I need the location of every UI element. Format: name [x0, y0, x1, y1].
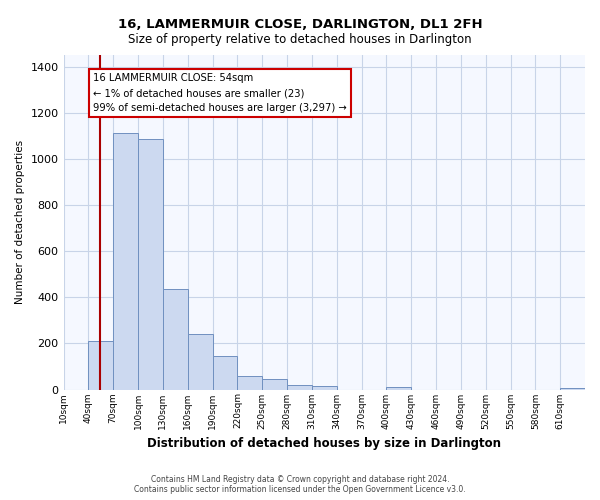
Bar — [312, 386, 337, 390]
Bar — [188, 334, 212, 390]
Y-axis label: Number of detached properties: Number of detached properties — [15, 140, 25, 304]
Text: Contains HM Land Registry data © Crown copyright and database right 2024.
Contai: Contains HM Land Registry data © Crown c… — [134, 474, 466, 494]
Bar — [163, 289, 188, 390]
Bar — [238, 376, 262, 390]
Bar — [560, 388, 585, 390]
Bar — [386, 387, 411, 390]
Text: 16 LAMMERMUIR CLOSE: 54sqm
← 1% of detached houses are smaller (23)
99% of semi-: 16 LAMMERMUIR CLOSE: 54sqm ← 1% of detac… — [94, 74, 347, 113]
Bar — [262, 379, 287, 390]
Bar — [212, 356, 238, 390]
X-axis label: Distribution of detached houses by size in Darlington: Distribution of detached houses by size … — [147, 437, 501, 450]
Text: 16, LAMMERMUIR CLOSE, DARLINGTON, DL1 2FH: 16, LAMMERMUIR CLOSE, DARLINGTON, DL1 2F… — [118, 18, 482, 30]
Bar — [287, 385, 312, 390]
Text: Size of property relative to detached houses in Darlington: Size of property relative to detached ho… — [128, 32, 472, 46]
Bar — [138, 139, 163, 390]
Bar — [113, 134, 138, 390]
Bar — [88, 341, 113, 390]
